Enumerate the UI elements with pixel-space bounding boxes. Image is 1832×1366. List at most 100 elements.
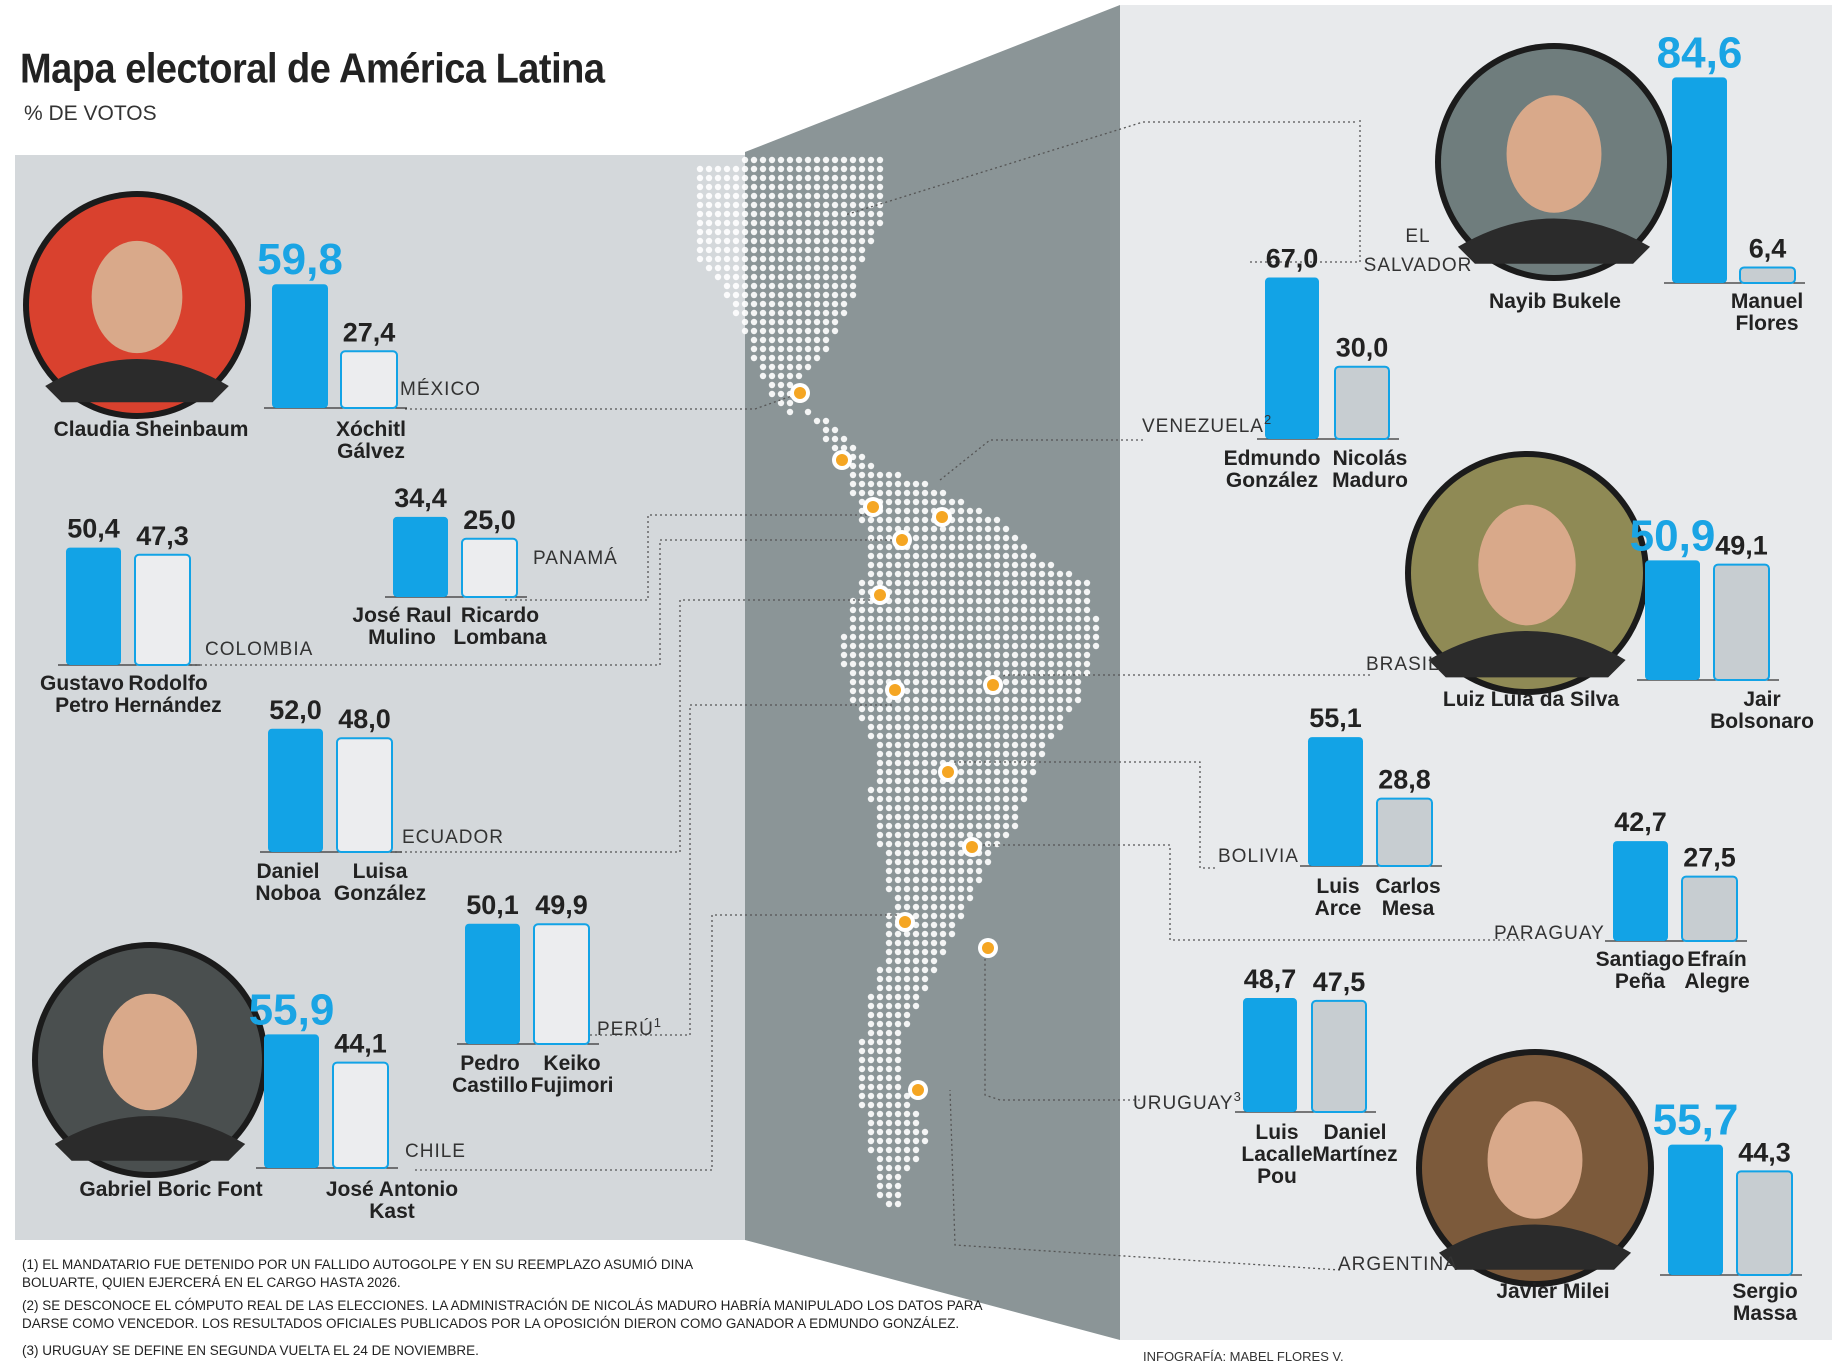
map-dot [903, 786, 911, 794]
map-dot [903, 1137, 911, 1145]
map-dot [867, 1074, 875, 1082]
map-dot [894, 948, 902, 956]
map-dot [849, 174, 857, 182]
map-dot [930, 498, 938, 506]
country-marker [899, 916, 911, 928]
map-dot [867, 219, 875, 227]
map-dot [975, 561, 983, 569]
map-dot [957, 903, 965, 911]
map-dot [1011, 777, 1019, 785]
map-dot [1011, 741, 1019, 749]
map-dot [903, 633, 911, 641]
map-dot [957, 498, 965, 506]
map-dot [849, 624, 857, 632]
map-dot [939, 525, 947, 533]
map-dot [1020, 696, 1028, 704]
map-dot [732, 282, 740, 290]
map-dot [975, 876, 983, 884]
map-dot [957, 822, 965, 830]
map-dot [741, 165, 749, 173]
map-dot [876, 1146, 884, 1154]
map-dot [975, 624, 983, 632]
map-dot [921, 894, 929, 902]
map-dot [876, 219, 884, 227]
map-dot [885, 822, 893, 830]
map-dot [876, 1038, 884, 1046]
map-dot [777, 165, 785, 173]
map-dot [831, 246, 839, 254]
country-marker [889, 684, 901, 696]
map-dot [849, 201, 857, 209]
map-dot [975, 705, 983, 713]
map-dot [957, 714, 965, 722]
map-dot [777, 237, 785, 245]
map-dot [1056, 624, 1064, 632]
map-dot [912, 930, 920, 938]
map-dot [831, 255, 839, 263]
map-dot [714, 255, 722, 263]
map-dot [1002, 579, 1010, 587]
map-dot [984, 588, 992, 596]
map-dot [885, 525, 893, 533]
map-dot [939, 831, 947, 839]
map-dot [732, 219, 740, 227]
map-dot [939, 696, 947, 704]
bar-daniel-noboa [268, 728, 323, 852]
map-dot [912, 1137, 920, 1145]
country-label: PARAGUAY [1494, 923, 1605, 944]
map-dot [957, 624, 965, 632]
country-label: CHILE [405, 1141, 466, 1162]
map-dot [1020, 633, 1028, 641]
map-dot [993, 813, 1001, 821]
bar-keiko-fujimori [533, 923, 590, 1045]
map-dot [1029, 750, 1037, 758]
map-dot [1029, 723, 1037, 731]
map-dot [876, 813, 884, 821]
map-dot [966, 624, 974, 632]
map-dot [921, 1128, 929, 1136]
map-dot [993, 534, 1001, 542]
map-dot [930, 624, 938, 632]
map-dot [921, 606, 929, 614]
map-dot [804, 318, 812, 326]
map-dot [1056, 597, 1064, 605]
map-dot [1020, 588, 1028, 596]
map-dot [903, 1011, 911, 1019]
map-dot [849, 696, 857, 704]
map-dot [957, 588, 965, 596]
map-dot [1020, 741, 1028, 749]
map-dot [930, 930, 938, 938]
map-dot [1011, 588, 1019, 596]
value-label: 6,4 [1749, 233, 1787, 263]
map-dot [714, 246, 722, 254]
map-dot [1029, 606, 1037, 614]
map-dot [912, 849, 920, 857]
map-dot [912, 615, 920, 623]
map-dot [876, 660, 884, 668]
map-dot [903, 858, 911, 866]
map-dot [1047, 633, 1055, 641]
map-dot [939, 534, 947, 542]
map-dot [1029, 651, 1037, 659]
map-dot [867, 624, 875, 632]
map-dot [1002, 741, 1010, 749]
map-dot [849, 165, 857, 173]
map-dot [822, 291, 830, 299]
map-dot [777, 174, 785, 182]
map-dot [957, 507, 965, 515]
map-dot [1047, 705, 1055, 713]
map-dot [1029, 768, 1037, 776]
map-dot [957, 723, 965, 731]
map-dot [975, 543, 983, 551]
map-dot [894, 1164, 902, 1172]
map-dot [759, 336, 767, 344]
value-label: 49,1 [1715, 531, 1768, 561]
map-dot [768, 210, 776, 218]
map-dot [912, 858, 920, 866]
map-dot [1002, 642, 1010, 650]
map-dot [822, 228, 830, 236]
country-marker [867, 501, 879, 513]
map-dot [966, 795, 974, 803]
map-dot [858, 687, 866, 695]
map-dot [894, 1074, 902, 1082]
